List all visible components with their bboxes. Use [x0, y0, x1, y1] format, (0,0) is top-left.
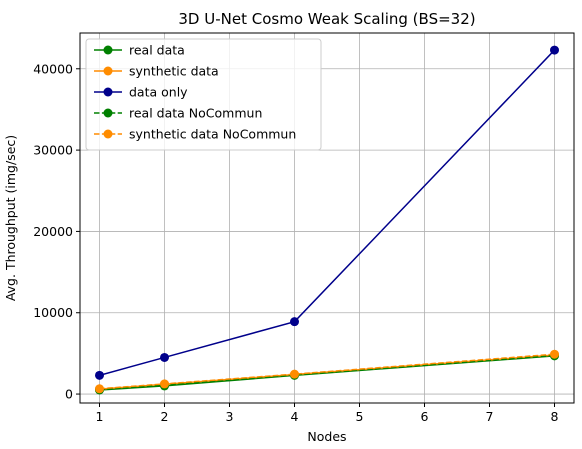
legend-item: real data NoCommun: [94, 106, 262, 121]
x-tick-label: 8: [551, 409, 559, 424]
data-point: [160, 379, 169, 389]
y-tick-label: 10000: [33, 305, 73, 320]
y-axis-label: Avg. Throughput (img/sec): [3, 135, 18, 301]
y-tick-label: 0: [65, 387, 73, 402]
series-line: [99, 49, 556, 377]
legend-label: real data: [129, 43, 185, 58]
legend-label: synthetic data NoCommun: [129, 127, 296, 142]
data-point: [290, 369, 299, 379]
series-group: [95, 45, 559, 395]
chart-title: 3D U-Net Cosmo Weak Scaling (BS=32): [178, 10, 475, 28]
legend-marker: [103, 129, 113, 139]
x-tick-label: 1: [96, 409, 104, 424]
legend-marker: [103, 87, 113, 97]
x-tick-label: 7: [486, 409, 494, 424]
legend-item: synthetic data: [94, 64, 219, 79]
legend-marker: [103, 108, 113, 118]
y-tick-label: 30000: [33, 143, 73, 158]
series-2: [95, 45, 559, 380]
x-tick-label: 6: [421, 409, 429, 424]
legend-item: real data: [94, 43, 185, 58]
data-point: [95, 370, 104, 380]
y-tick-label: 40000: [33, 61, 73, 76]
data-point: [290, 317, 299, 327]
legend-label: synthetic data: [129, 64, 219, 79]
data-point: [550, 349, 559, 359]
legend-label: data only: [129, 85, 188, 100]
y-tick-label: 20000: [33, 224, 73, 239]
legend-marker: [103, 66, 113, 76]
plot-frame: [79, 32, 575, 404]
x-tick-label: 3: [226, 409, 234, 424]
x-axis-label: Nodes: [307, 429, 346, 444]
data-point: [160, 352, 169, 362]
x-tick-label: 5: [356, 409, 364, 424]
x-tick-label: 4: [291, 409, 299, 424]
legend-marker: [103, 45, 113, 55]
legend: real data synthetic data data only real dat…: [85, 38, 322, 151]
legend-item: synthetic data NoCommun: [94, 127, 296, 142]
legend-item: data only: [94, 85, 188, 100]
legend-label: real data NoCommun: [129, 106, 262, 121]
data-point: [95, 384, 104, 394]
data-point: [550, 45, 559, 55]
x-axis: 1 2 3 4 5 6 7 8: [96, 403, 559, 424]
series-line: [99, 353, 555, 390]
legend-frame: [85, 38, 322, 151]
x-tick-label: 2: [161, 409, 169, 424]
series-4: [95, 349, 559, 394]
y-axis: 0 10000 20000 30000 40000: [33, 61, 80, 402]
series-line: [99, 354, 555, 391]
